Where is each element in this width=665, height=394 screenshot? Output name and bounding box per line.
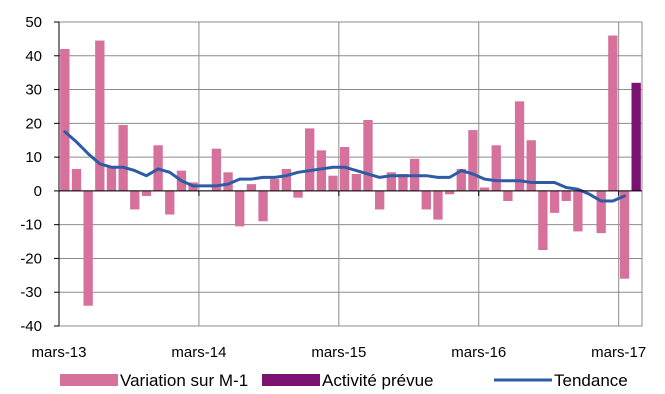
y-tick-label: 10 [25,149,42,166]
trend-line-layer [63,130,627,203]
variation-bar [71,168,82,191]
variation-bar [608,35,618,191]
variation-bar [83,190,93,306]
variation-bar [456,168,466,191]
tendance-line [63,130,627,203]
variation-bar [258,190,268,222]
bars [60,35,641,306]
variation-bar [514,101,525,191]
y-tick-label: -30 [20,284,42,301]
y-tick-label: -20 [20,250,42,267]
variation-bar [118,125,128,191]
variation-bar [246,184,257,191]
y-tick-label: -10 [20,217,42,234]
variation-bar [549,190,560,213]
variation-bar [95,40,105,191]
variation-bar [235,190,245,227]
variation-bar [421,190,431,210]
variation-bar [444,190,455,195]
variation-bar [619,190,630,279]
variation-bar [596,190,606,234]
variation-bar [398,174,408,191]
variation-bar [106,167,117,191]
legend-label: Variation sur M-1 [120,371,248,390]
variation-bar [281,168,292,191]
variation-bar [363,119,373,191]
variation-bar [479,187,490,191]
variation-bar [561,190,571,202]
variation-bar [270,179,280,191]
variation-bar [491,145,501,191]
y-tick-label: 0 [34,183,42,200]
variation-bar [374,190,385,210]
variation-bar [165,190,175,215]
y-tick-label: -40 [20,318,42,335]
axes [54,21,643,327]
y-tick-labels: -40 -30 -20 -10 0 10 20 30 40 50 [20,14,42,335]
variation-bar [468,130,478,191]
y-tick-label: 50 [25,14,42,31]
legend-label: Activité prévue [322,371,434,390]
x-tick-label: mars-17 [591,344,646,361]
variation-bar [60,49,70,191]
variation-bar [305,128,315,191]
x-tick-label: mars-14 [171,344,226,361]
variation-bar [503,190,513,202]
legend-variation: Variation sur M-1 [60,371,248,390]
variation-bar [141,190,152,196]
variation-bar [211,148,222,191]
x-tick-label: mars-15 [311,344,366,361]
y-tick-label: 20 [25,115,42,132]
y-tick-label: 40 [25,48,42,65]
variation-bar [351,174,361,191]
legend: Variation sur M-1 Activité prévue Tendance [60,371,628,390]
legend-swatch [262,374,320,386]
variation-bar [130,190,140,210]
variation-bar [538,190,548,250]
x-tick-label: mars-16 [451,344,506,361]
variation-bar [223,172,233,191]
y-tick-label: 30 [25,82,42,99]
legend-label: Tendance [554,371,628,390]
variation-bar [573,190,583,232]
variation-bar [316,150,327,191]
variation-bar [433,190,443,220]
activite-prevue-bar [631,82,641,191]
variation-bar [340,146,350,191]
x-tick-labels: mars-13 mars-14 mars-15 mars-16 mars-17 [31,344,646,361]
variation-bar [526,140,536,191]
variation-bar [328,175,338,191]
variation-bar [293,190,303,198]
legend-swatch [60,374,118,386]
variation-bar [386,172,396,191]
x-tick-label: mars-13 [31,344,86,361]
legend-activite-prevue: Activité prévue [262,371,434,390]
legend-tendance: Tendance [494,371,628,390]
